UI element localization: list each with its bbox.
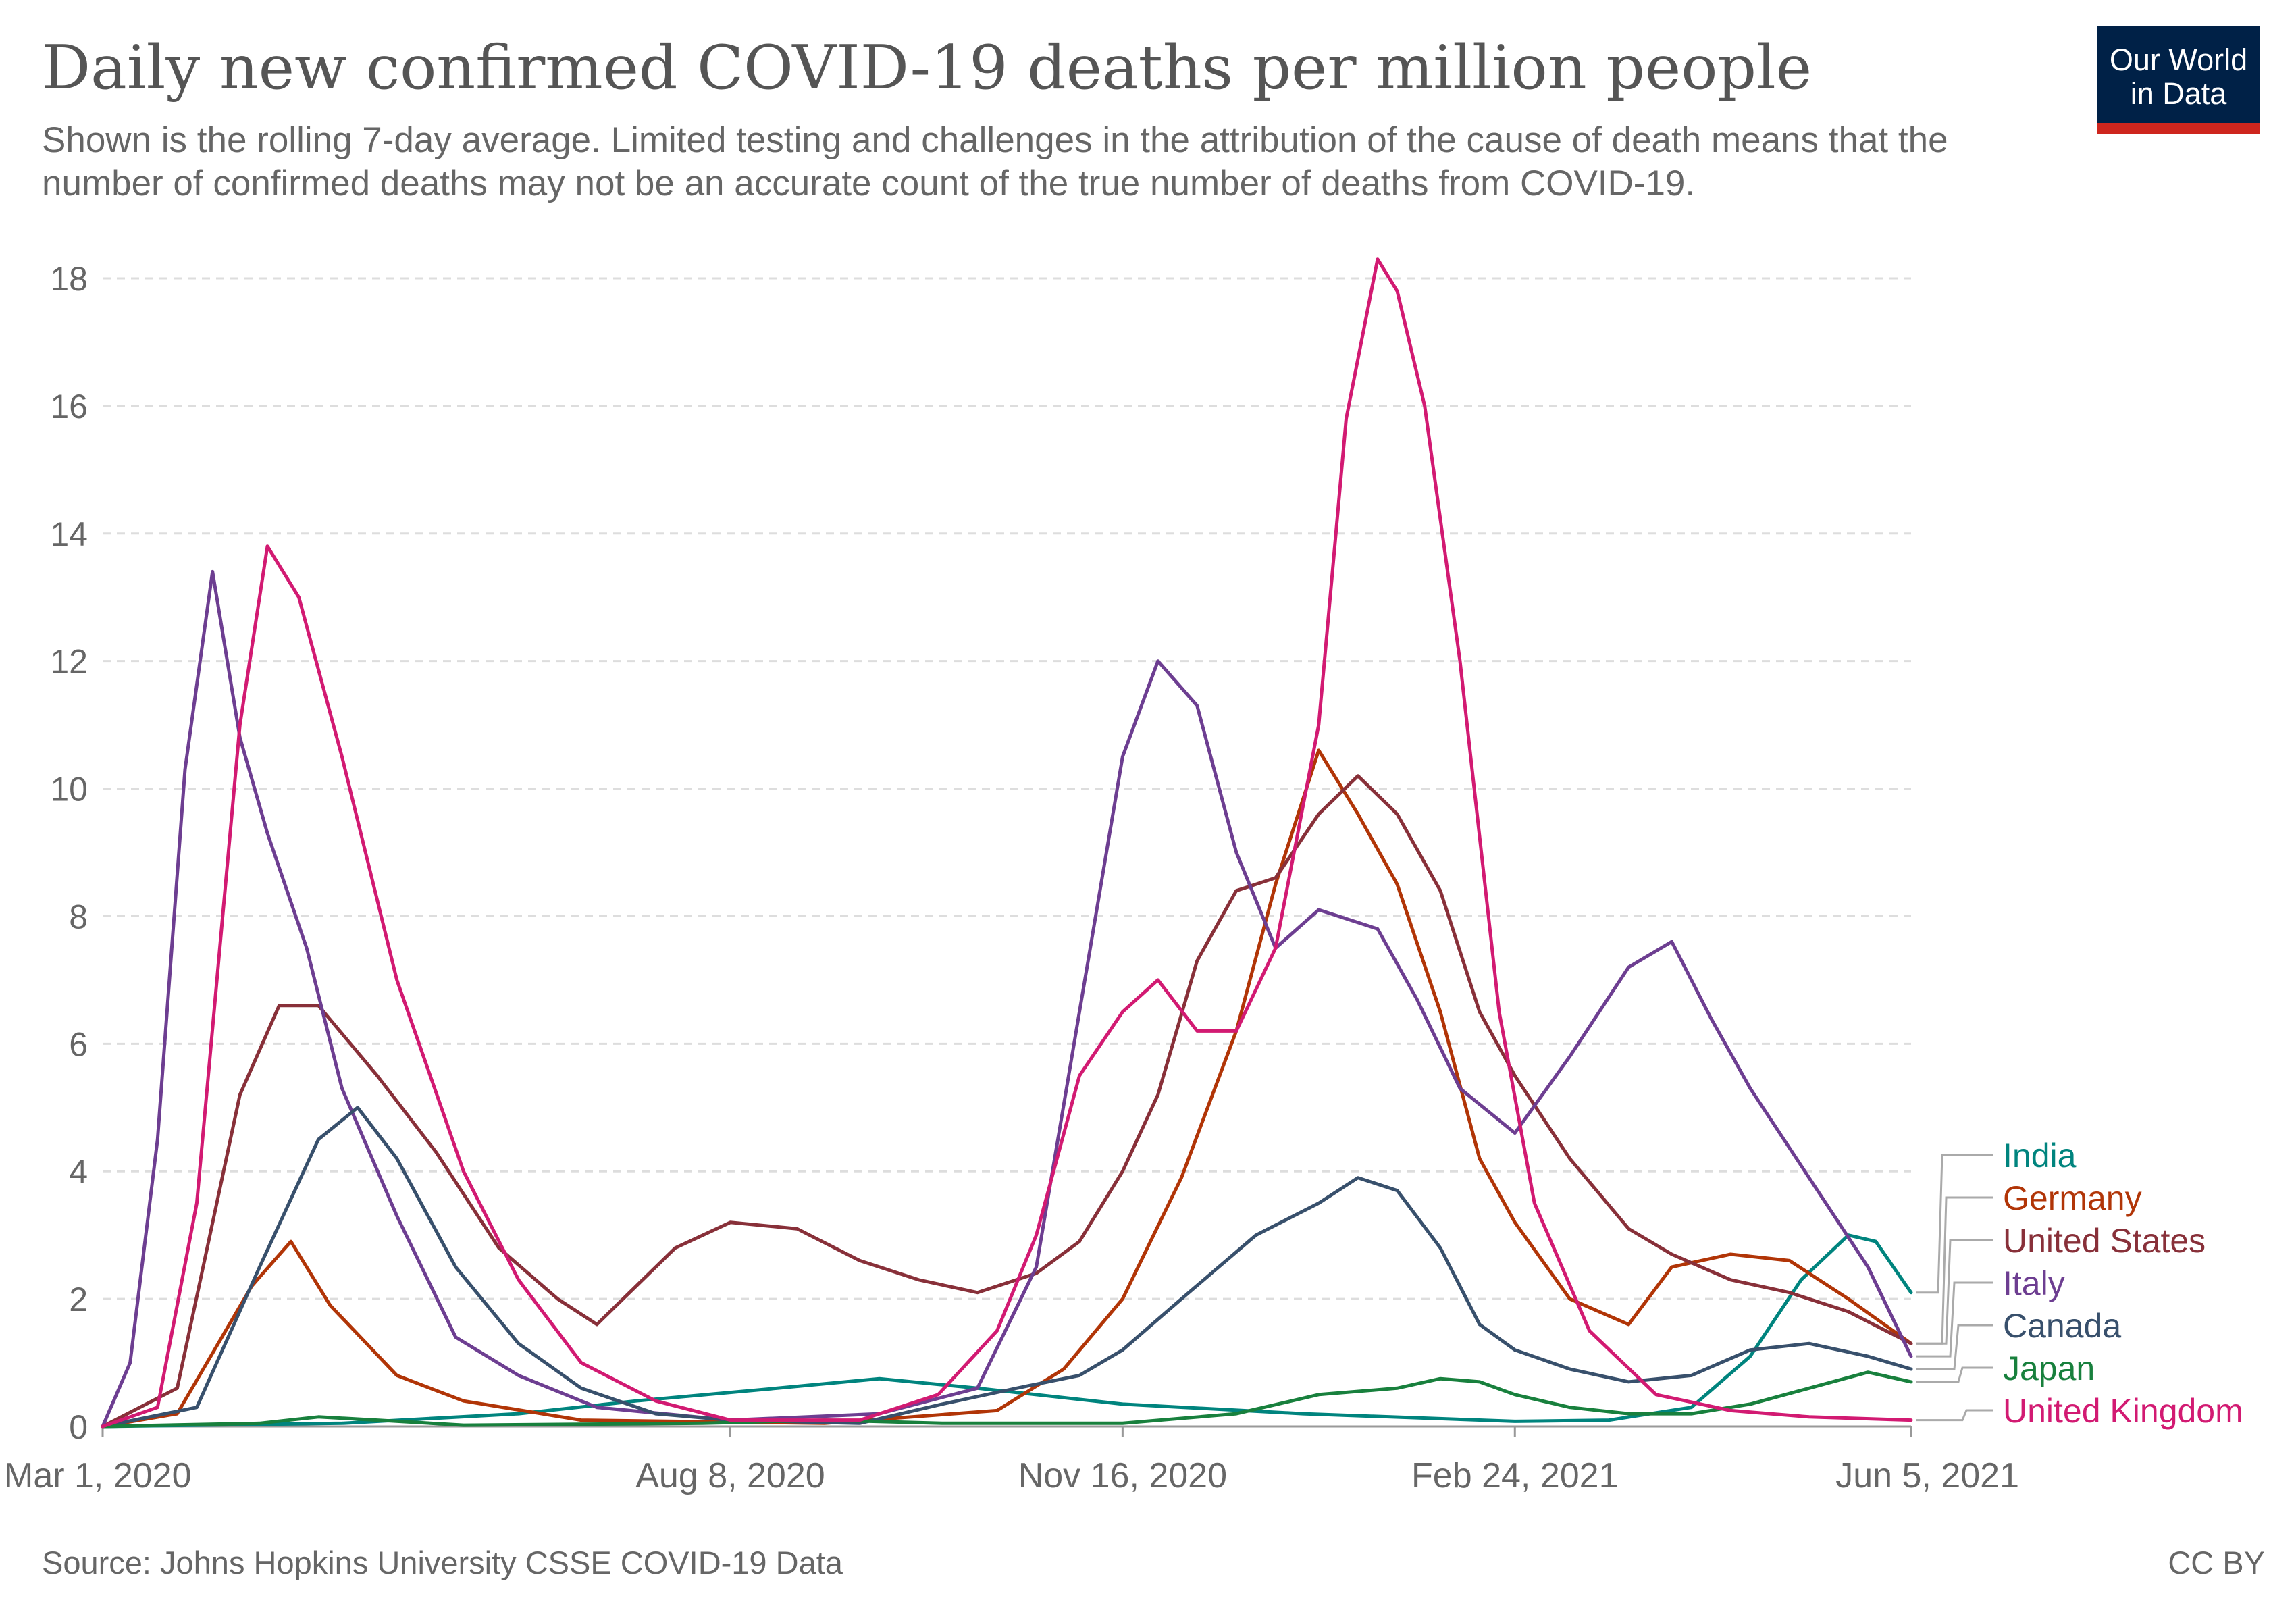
legend-label-india[interactable]: India	[2003, 1137, 2077, 1175]
legend-connector	[1916, 1366, 1993, 1383]
chart-title: Daily new confirmed COVID-19 deaths per …	[42, 32, 1812, 103]
license-label[interactable]: CC BY	[2168, 1545, 2265, 1580]
legend-label-japan[interactable]: Japan	[2003, 1349, 2095, 1387]
y-tick-label: 18	[50, 260, 88, 298]
legend-connector	[1916, 1324, 1993, 1370]
legend-label-canada[interactable]: Canada	[2003, 1307, 2121, 1345]
owid-logo[interactable]: Our World in Data	[2097, 26, 2260, 134]
x-tick-label: Mar 1, 2020	[4, 1456, 192, 1495]
x-tick-label: Aug 8, 2020	[635, 1456, 825, 1495]
x-tick-label: Jun 5, 2021	[1835, 1456, 2019, 1495]
y-tick-label: 14	[50, 515, 88, 553]
y-tick-label: 0	[69, 1408, 88, 1446]
legend-label-united-kingdom[interactable]: United Kingdom	[2003, 1392, 2243, 1430]
series-line-united-states[interactable]	[101, 774, 1913, 1429]
legend-labels: India Germany United States Italy Canada Japa…	[1916, 1137, 2243, 1430]
y-tick-label: 12	[50, 643, 88, 681]
legend-connector	[1916, 1239, 1993, 1345]
grid-lines	[103, 277, 1911, 1428]
series-line-germany[interactable]	[101, 748, 1913, 1429]
y-tick-label: 4	[69, 1153, 88, 1191]
series-line-canada[interactable]	[101, 1106, 1913, 1429]
series-line-italy[interactable]	[101, 569, 1913, 1429]
legend-connector	[1916, 1154, 1993, 1294]
series-line-united-kingdom[interactable]	[101, 257, 1913, 1429]
y-tick-label: 10	[50, 771, 88, 808]
legend-label-germany[interactable]: Germany	[2003, 1179, 2142, 1217]
axes: 0 2 4 6 8 10 12 14 16 18 Mar 1, 2020 Aug 8, 2020 Nov…	[4, 260, 2019, 1495]
legend-label-united-states[interactable]: United States	[2003, 1222, 2206, 1260]
legend-connector	[1916, 1281, 1993, 1358]
legend-connector	[1916, 1196, 1993, 1345]
legend-label-italy[interactable]: Italy	[2003, 1264, 2065, 1302]
logo-line-2: in Data	[2130, 76, 2227, 111]
source-note: Source: Johns Hopkins University CSSE CO…	[42, 1545, 843, 1580]
logo-line-1: Our World	[2109, 43, 2248, 77]
chart-subtitle: Shown is the rolling 7-day average. Limi…	[42, 120, 1948, 203]
y-tick-label: 8	[69, 898, 88, 935]
x-tick-label: Feb 24, 2021	[1411, 1456, 1618, 1495]
series-lines	[101, 257, 1913, 1429]
y-tick-label: 2	[69, 1281, 88, 1318]
legend-connector	[1916, 1409, 1993, 1422]
series-line-india[interactable]	[101, 1233, 1913, 1429]
y-tick-label: 6	[69, 1025, 88, 1063]
y-tick-label: 16	[50, 388, 88, 426]
x-tick-label: Nov 16, 2020	[1018, 1456, 1227, 1495]
